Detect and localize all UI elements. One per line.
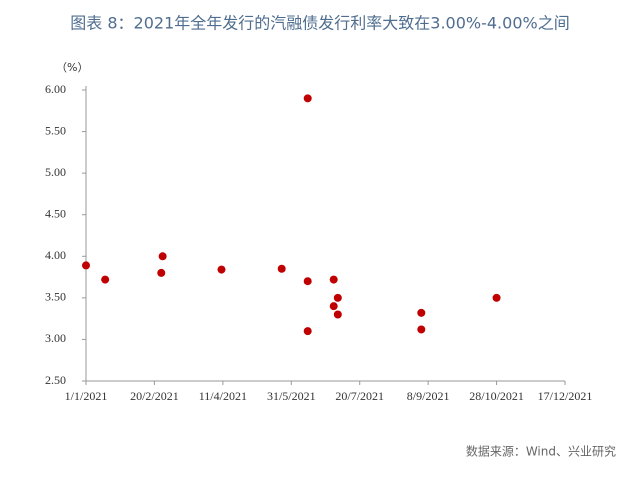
point	[157, 268, 166, 277]
point	[217, 265, 226, 274]
point	[329, 275, 338, 284]
point	[333, 293, 342, 302]
y-tick-label: 3.50	[45, 290, 66, 304]
x-tick-label: 17/12/2021	[538, 389, 593, 403]
point	[303, 277, 312, 286]
y-tick-label: 4.00	[45, 248, 66, 262]
y-tick-label: 4.50	[45, 206, 66, 220]
y-tick-label: 6.00	[45, 82, 66, 96]
point	[82, 261, 90, 270]
point	[277, 264, 286, 273]
point	[417, 308, 426, 317]
point	[303, 94, 312, 103]
point	[303, 327, 312, 336]
point	[492, 293, 501, 302]
y-tick-label: 2.50	[45, 373, 66, 387]
x-tick-label: 28/10/2021	[469, 389, 524, 403]
x-tick-label: 20/2/2021	[130, 389, 179, 403]
chart-title: 图表 8：2021年全年发行的汽融债发行利率大致在3.00%-4.00%之间	[70, 14, 569, 33]
point	[329, 302, 338, 311]
point	[417, 325, 426, 334]
y-tick-label: 3.00	[45, 331, 66, 345]
x-tick-label: 11/4/2021	[199, 389, 247, 403]
point	[158, 252, 167, 261]
source-note: 数据来源：Wind、兴业研究	[466, 444, 616, 459]
x-tick-label: 31/5/2021	[267, 389, 316, 403]
y-tick-label: 5.50	[45, 123, 66, 137]
point	[101, 275, 110, 284]
x-tick-label: 1/1/2021	[65, 389, 108, 403]
y-tick-label: 5.00	[45, 165, 66, 179]
point	[333, 310, 342, 319]
y-unit-label: （%）	[56, 61, 88, 74]
x-tick-label: 8/9/2021	[407, 389, 450, 403]
x-tick-label: 20/7/2021	[335, 389, 384, 403]
